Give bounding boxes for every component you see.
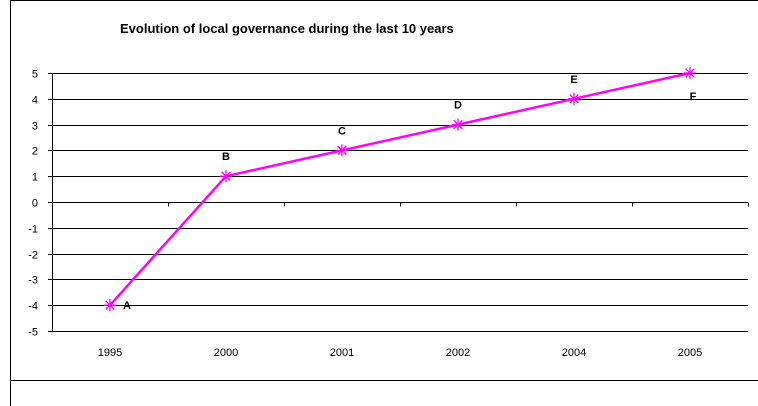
y-tick-label: -3 <box>28 275 38 287</box>
x-tick-label: 2001 <box>330 347 354 359</box>
y-tick-label: -4 <box>28 301 38 313</box>
data-point <box>336 144 348 157</box>
y-tick-label: 5 <box>32 69 38 81</box>
data-point <box>684 67 696 79</box>
y-tick-label: -1 <box>28 224 38 236</box>
series-line <box>109 71 691 307</box>
data-point <box>220 170 232 183</box>
x-tick-labels: 1995 2000 2001 2002 2004 2005 <box>98 347 702 359</box>
series-layer: A B C D E F <box>104 67 697 312</box>
data-label: F <box>690 91 697 103</box>
y-tick-label: 0 <box>32 198 38 210</box>
data-label: C <box>338 125 346 137</box>
axes <box>48 73 749 332</box>
data-label: B <box>222 151 230 163</box>
data-label: D <box>454 100 462 112</box>
x-tick-label: 2002 <box>446 347 470 359</box>
data-label: A <box>123 300 131 312</box>
y-tick-label: 1 <box>32 172 38 184</box>
y-tick-label: -5 <box>28 327 38 339</box>
data-point <box>452 118 464 131</box>
chart-title: Evolution of local governance during the… <box>120 21 454 36</box>
x-tick-label: 1995 <box>98 347 122 359</box>
y-tick-labels: 5 4 3 2 1 0 -1 -2 -3 -4 -5 <box>28 69 38 339</box>
x-tick-label: 2004 <box>562 347 586 359</box>
data-point <box>104 299 116 312</box>
x-tick-label: 2000 <box>214 347 238 359</box>
y-tick-label: 3 <box>32 121 38 133</box>
data-point <box>568 92 580 105</box>
y-tick-label: -2 <box>28 250 38 262</box>
gridlines <box>52 73 748 332</box>
data-label: E <box>570 74 577 86</box>
chart-frame <box>10 0 758 406</box>
y-tick-label: 2 <box>32 146 38 158</box>
x-tick-label: 2005 <box>678 347 702 359</box>
y-tick-label: 4 <box>32 95 38 107</box>
